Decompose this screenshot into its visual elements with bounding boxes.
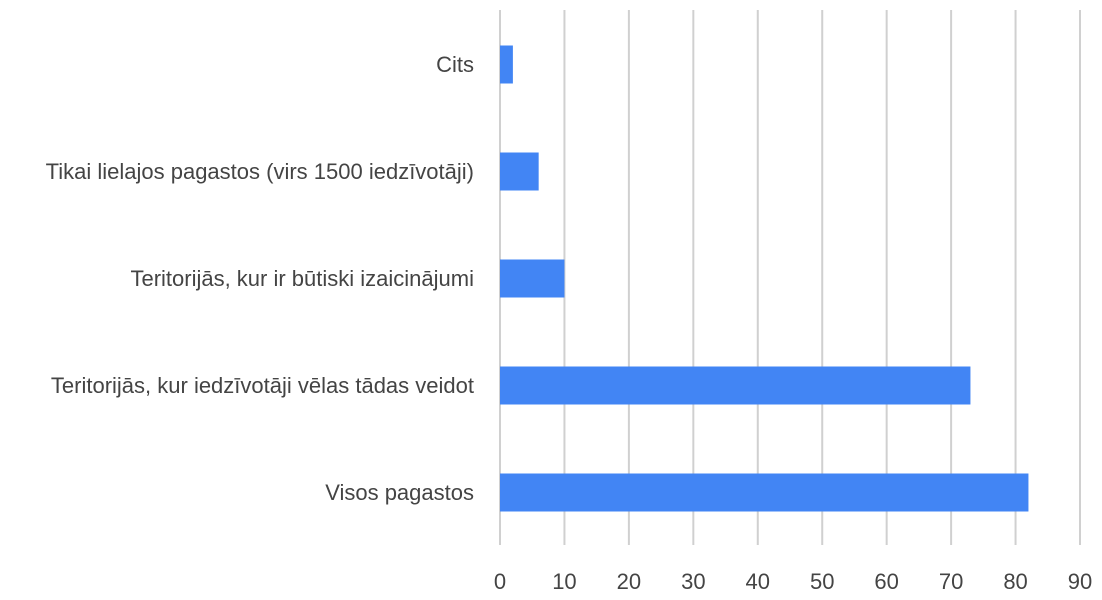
bar bbox=[500, 259, 565, 298]
y-tick-label: Visos pagastos bbox=[325, 479, 474, 505]
x-tick-label: 40 bbox=[746, 569, 770, 594]
bar bbox=[500, 366, 971, 405]
bar bbox=[500, 45, 513, 84]
x-tick-label: 50 bbox=[810, 569, 834, 594]
x-tick-label: 30 bbox=[681, 569, 705, 594]
x-tick-label: 90 bbox=[1068, 569, 1092, 594]
x-tick-label: 0 bbox=[494, 569, 506, 594]
bar bbox=[500, 473, 1029, 512]
x-tick-label: 10 bbox=[552, 569, 576, 594]
y-tick-label-box: Visos pagastos bbox=[0, 478, 474, 508]
y-tick-label: Teritorijās, kur ir būtiski izaicinājumi bbox=[130, 265, 474, 291]
y-tick-label-box: Teritorijās, kur iedzīvotāji vēlas tādas… bbox=[0, 371, 474, 401]
x-tick-label: 80 bbox=[1003, 569, 1027, 594]
bar bbox=[500, 152, 539, 191]
y-tick-label-box: Cits bbox=[0, 50, 474, 80]
y-tick-label-box: Teritorijās, kur ir būtiski izaicinājumi bbox=[0, 264, 474, 294]
y-tick-label: Teritorijās, kur iedzīvotāji vēlas tādas… bbox=[50, 372, 474, 398]
y-tick-label: Cits bbox=[436, 51, 474, 77]
y-tick-label-box: Tikai lielajos pagastos (virs 1500 iedzī… bbox=[0, 157, 474, 187]
x-tick-label: 70 bbox=[939, 569, 963, 594]
x-tick-label: 60 bbox=[874, 569, 898, 594]
x-tick-label: 20 bbox=[617, 569, 641, 594]
y-tick-label: Tikai lielajos pagastos (virs 1500 iedzī… bbox=[45, 158, 474, 184]
